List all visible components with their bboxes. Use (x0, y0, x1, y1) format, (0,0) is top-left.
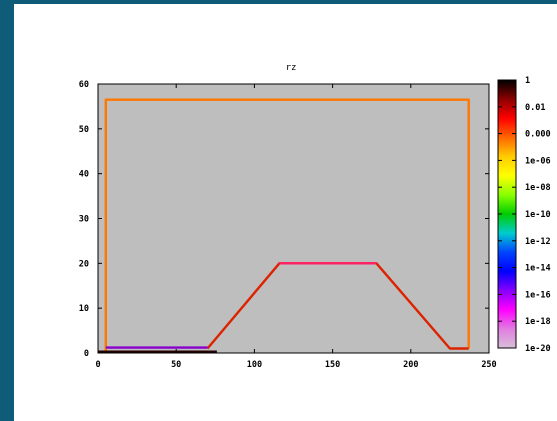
plot-window: rz 0 50 100 150 200 250 0 10 20 30 40 50 60 1 0.01 0.… (14, 4, 557, 421)
y-tick-label: 20 (79, 259, 89, 269)
y-tick-label: 30 (79, 215, 89, 225)
colorbar-tick-label: 1e-16 (525, 290, 551, 300)
plot-area (98, 84, 489, 353)
colorbar: 1 0.01 0.000 1e-06 1e-08 1e-10 1e-12 1e-14 1e-16… (497, 76, 551, 354)
colorbar-tick-label: 1e-12 (525, 237, 551, 247)
y-tick-label: 60 (79, 80, 89, 90)
colorbar-tick-label: 1e-20 (525, 344, 551, 354)
y-tick-label: 40 (79, 170, 89, 180)
colorbar-tick-label: 1e-10 (525, 210, 551, 220)
x-tick-label: 250 (481, 360, 496, 370)
y-axis: 0 10 20 30 40 50 60 (79, 80, 489, 359)
colorbar-tick-label: 1e-18 (525, 317, 551, 327)
y-tick-label: 0 (84, 349, 89, 359)
colorbar-tick-label: 1e-06 (525, 156, 551, 166)
colorbar-tick-label: 1e-08 (525, 183, 551, 193)
x-tick-label: 0 (95, 360, 100, 370)
colorbar-tick-label: 0.000 (525, 130, 551, 140)
x-axis: 0 50 100 150 200 250 (95, 84, 497, 370)
x-tick-label: 150 (325, 360, 340, 370)
chart-title: rz (286, 63, 297, 73)
x-tick-label: 100 (247, 360, 262, 370)
y-tick-label: 50 (79, 125, 89, 135)
x-tick-label: 50 (171, 360, 181, 370)
y-tick-label: 10 (79, 304, 89, 314)
colorbar-tick-label: 0.01 (525, 103, 545, 113)
x-tick-label: 200 (403, 360, 418, 370)
colorbar-tick-label: 1e-14 (525, 264, 551, 274)
traces-group (98, 98, 470, 353)
colorbar-tick-label: 1 (525, 76, 530, 86)
chart: rz 0 50 100 150 200 250 0 10 20 30 40 50 60 1 0.01 0.… (79, 63, 551, 370)
trace-outer-boundary (104, 98, 470, 351)
